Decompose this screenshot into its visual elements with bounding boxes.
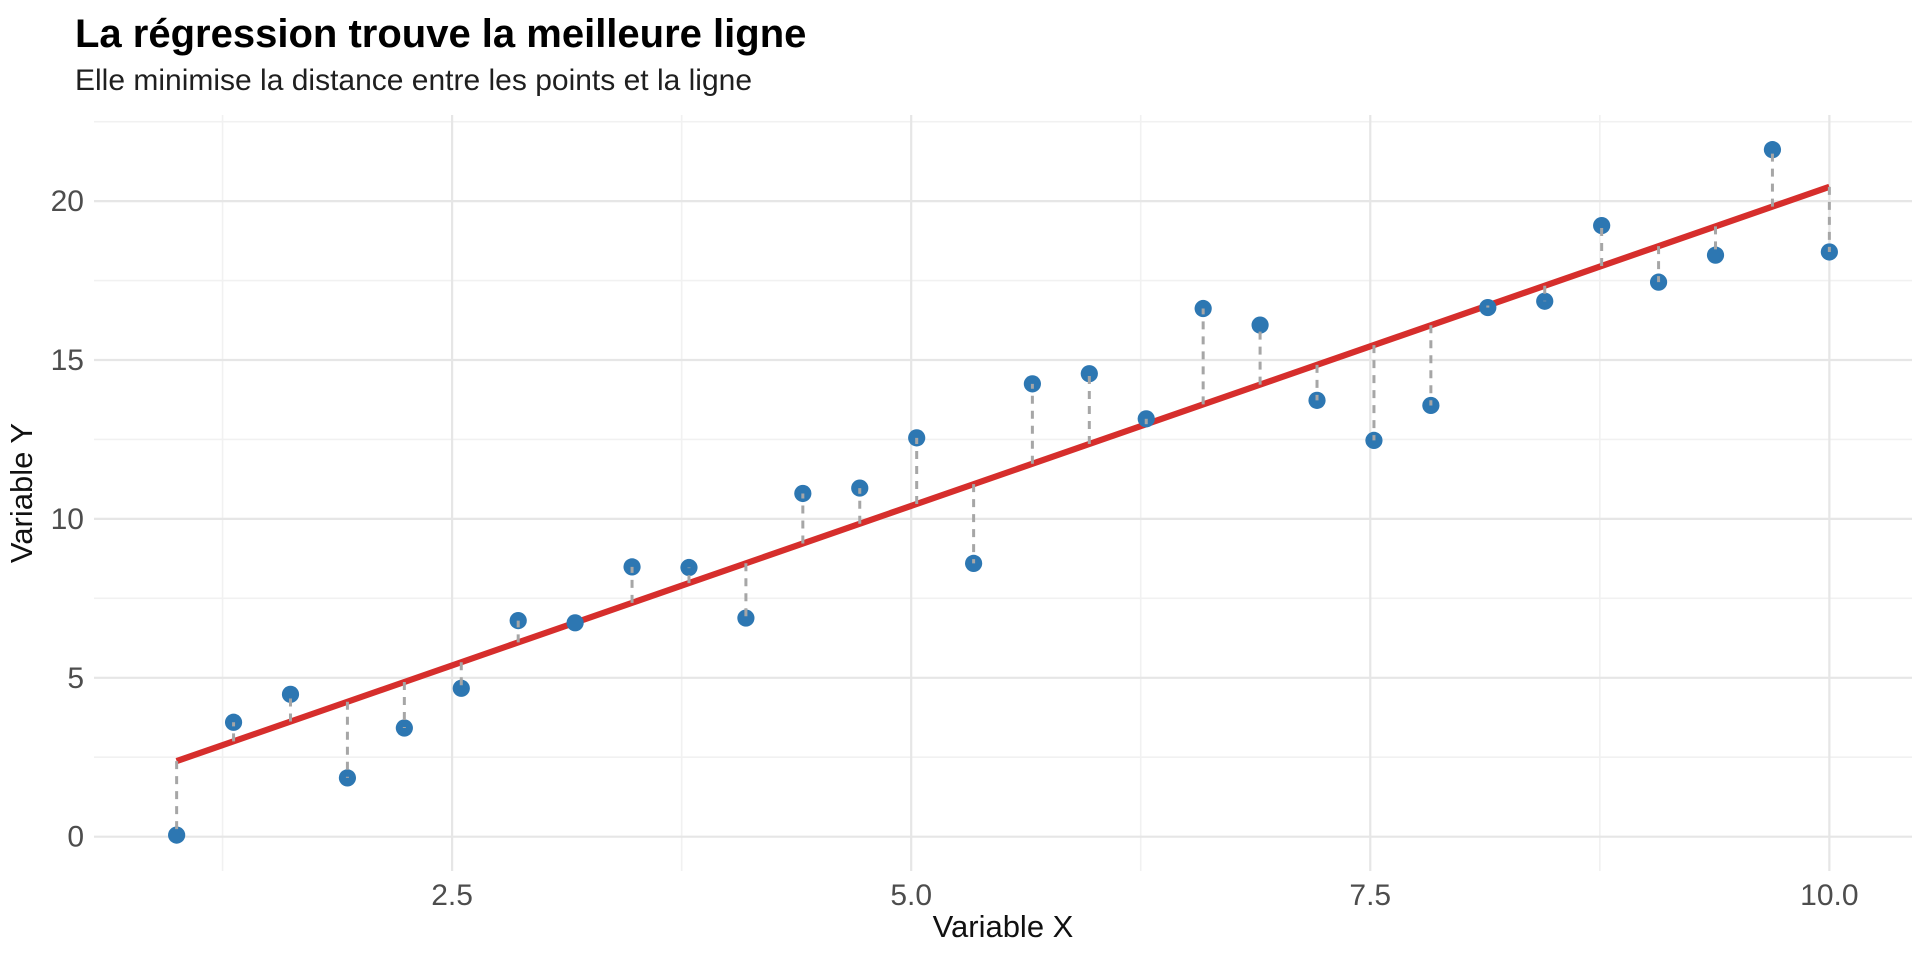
data-point: [281, 685, 300, 703]
y-axis-tick-label: 5: [67, 662, 84, 695]
data-point: [1706, 246, 1725, 264]
data-point: [1763, 141, 1782, 159]
data-point: [737, 609, 755, 627]
data-point: [1080, 365, 1098, 383]
data-point: [566, 614, 584, 632]
x-axis-tick-label: 2.5: [431, 879, 473, 912]
y-axis-tick-label: 0: [67, 821, 84, 854]
data-point: [168, 826, 186, 844]
y-axis-tick-label: 15: [51, 344, 84, 377]
y-axis-tick-label: 10: [51, 503, 84, 536]
x-axis-tick-label: 5.0: [890, 879, 932, 912]
x-axis-tick-label: 10.0: [1800, 879, 1858, 912]
y-axis-tick-label: 20: [51, 185, 84, 218]
y-axis-title: Variable Y: [4, 423, 39, 563]
regression-line: [175, 183, 1831, 765]
x-axis-title: Variable X: [933, 909, 1074, 944]
data-point: [1251, 316, 1269, 334]
x-axis-tick-label: 7.5: [1349, 879, 1391, 912]
data-point: [395, 719, 413, 737]
data-point: [338, 769, 357, 787]
data-point: [452, 679, 470, 697]
data-point: [1593, 216, 1611, 235]
chart-subtitle: Elle minimise la distance entre les poin…: [75, 64, 753, 97]
chart-title: La régression trouve la meilleure ligne: [75, 12, 807, 56]
